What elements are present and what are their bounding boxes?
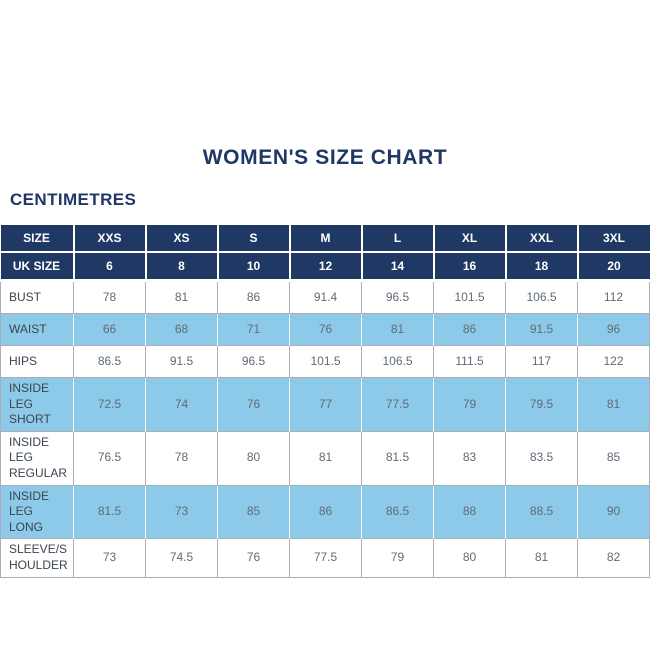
measurement-value: 85 [217,484,290,539]
measurement-label: INSIDE LEG LONG [0,484,74,539]
uk-size-value: 6 [72,252,146,282]
measurement-value: 80 [217,430,290,486]
measurement-value: 88.5 [505,484,578,539]
table-row: BUST 78 81 86 91.4 96.5 101.5 106.5 112 [0,280,650,314]
table-row: SLEEVE/SHOULDER 73 74.5 76 77.5 79 80 81 82 [0,538,650,578]
table-row: WAIST 66 68 71 76 81 86 91.5 96 [0,313,650,346]
measurement-value: 79 [433,377,506,432]
measurement-value: 71 [217,313,290,346]
measurement-label: SLEEVE/SHOULDER [0,538,74,578]
page-title: WOMEN'S SIZE CHART [202,146,448,169]
measurement-value: 112 [577,280,650,314]
size-column-header: XXL [504,225,578,253]
measurement-value: 86.5 [73,345,146,378]
measurement-value: 81 [577,377,650,432]
size-column-header: M [288,225,362,253]
measurement-value: 111.5 [433,345,506,378]
uk-size-row-label: UK SIZE [0,252,74,282]
measurement-value: 68 [145,313,218,346]
measurement-value: 96 [577,313,650,346]
measurement-label: HIPS [0,345,74,378]
table-row: INSIDE LEG REGULAR 76.5 78 80 81 81.5 83 83.5 85 [0,430,650,486]
womens-size-chart-table: SIZE XXS XS S M L XL XXL 3XL UK SIZE 6 8 10 12 14 16 18… [0,225,650,578]
uk-size-value: 14 [360,252,434,282]
table-row: INSIDE LEG SHORT 72.5 74 76 77 77.5 79 79.5 81 [0,377,650,432]
measurement-value: 73 [145,484,218,539]
size-column-header: S [216,225,290,253]
size-row-label: SIZE [0,225,74,253]
measurement-value: 79 [361,538,434,578]
uk-size-value: 10 [216,252,290,282]
table-row: INSIDE LEG LONG 81.5 73 85 86 86.5 88 88.5 90 [0,484,650,539]
measurement-value: 78 [145,430,218,486]
measurement-value: 76 [217,538,290,578]
measurement-value: 77 [289,377,362,432]
measurement-value: 72.5 [73,377,146,432]
measurement-value: 76 [289,313,362,346]
measurement-value: 74.5 [145,538,218,578]
measurement-value: 77.5 [289,538,362,578]
measurement-label: WAIST [0,313,74,346]
uk-size-header-row: UK SIZE 6 8 10 12 14 16 18 20 [0,252,650,282]
measurement-value: 96.5 [217,345,290,378]
measurement-value: 83 [433,430,506,486]
unit-label: CENTIMETRES [10,190,137,209]
table-header: SIZE XXS XS S M L XL XXL 3XL UK SIZE 6 8 10 12 14 16 18… [0,225,650,282]
measurement-label: BUST [0,280,74,314]
measurement-value: 81.5 [73,484,146,539]
measurement-value: 82 [577,538,650,578]
measurement-value: 91.5 [505,313,578,346]
measurement-value: 86 [217,280,290,314]
size-column-header: 3XL [576,225,650,253]
size-column-header: L [360,225,434,253]
measurement-value: 85 [577,430,650,486]
measurement-value: 81 [145,280,218,314]
measurement-value: 73 [73,538,146,578]
measurement-value: 86.5 [361,484,434,539]
table-body: BUST 78 81 86 91.4 96.5 101.5 106.5 112 WAIST 66 68… [0,280,650,578]
measurement-value: 81 [505,538,578,578]
measurement-value: 81 [361,313,434,346]
measurement-value: 76.5 [73,430,146,486]
measurement-value: 86 [289,484,362,539]
measurement-value: 81.5 [361,430,434,486]
measurement-value: 122 [577,345,650,378]
measurement-value: 74 [145,377,218,432]
measurement-label: INSIDE LEG REGULAR [0,430,74,486]
measurement-value: 101.5 [433,280,506,314]
measurement-value: 106.5 [505,280,578,314]
table-row: HIPS 86.5 91.5 96.5 101.5 106.5 111.5 117 122 [0,345,650,378]
measurement-value: 101.5 [289,345,362,378]
measurement-value: 90 [577,484,650,539]
uk-size-value: 16 [432,252,506,282]
size-column-header: XS [144,225,218,253]
size-column-header: XL [432,225,506,253]
measurement-value: 88 [433,484,506,539]
measurement-value: 91.4 [289,280,362,314]
uk-size-value: 18 [504,252,578,282]
measurement-value: 78 [73,280,146,314]
measurement-value: 76 [217,377,290,432]
measurement-value: 77.5 [361,377,434,432]
measurement-value: 79.5 [505,377,578,432]
measurement-value: 83.5 [505,430,578,486]
measurement-value: 86 [433,313,506,346]
measurement-value: 66 [73,313,146,346]
measurement-value: 117 [505,345,578,378]
measurement-value: 106.5 [361,345,434,378]
size-column-header: XXS [72,225,146,253]
measurement-value: 91.5 [145,345,218,378]
measurement-value: 81 [289,430,362,486]
uk-size-value: 8 [144,252,218,282]
measurement-value: 80 [433,538,506,578]
uk-size-value: 12 [288,252,362,282]
uk-size-value: 20 [576,252,650,282]
size-header-row: SIZE XXS XS S M L XL XXL 3XL [0,225,650,253]
measurement-label: INSIDE LEG SHORT [0,377,74,432]
measurement-value: 96.5 [361,280,434,314]
